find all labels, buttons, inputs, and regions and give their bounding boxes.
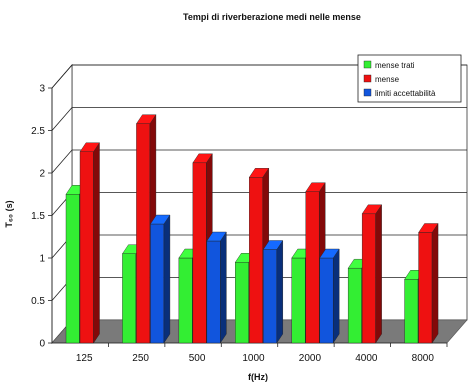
x-tick-label: 2000 xyxy=(299,353,322,364)
bar-front xyxy=(263,249,277,344)
y-tick-label: 1 xyxy=(39,254,45,265)
chart-title: Tempi di riverberazione medi nelle mense xyxy=(183,12,361,22)
legend-swatch xyxy=(363,60,372,69)
y-axis-ticks: 0 0.5 1 1.5 2 2.5 3 xyxy=(31,84,52,350)
y-tick-label: 2 xyxy=(39,169,45,180)
bar-top xyxy=(319,248,340,259)
y-tick-label: 2.5 xyxy=(31,126,45,137)
y-tick-label: 0 xyxy=(39,339,45,350)
bars xyxy=(65,114,439,344)
bar-front xyxy=(150,223,165,344)
bar xyxy=(262,239,284,344)
bar-front xyxy=(178,257,193,344)
bar xyxy=(79,142,100,344)
bar-side xyxy=(333,248,340,344)
bar-side xyxy=(276,239,283,344)
bar-top xyxy=(192,153,213,164)
bar-top xyxy=(150,214,171,225)
y-tick-label: 0.5 xyxy=(31,296,45,307)
bar xyxy=(418,222,439,344)
x-tick-label: 1000 xyxy=(242,353,265,364)
y-tick-label: 1.5 xyxy=(31,211,45,222)
bar-side xyxy=(93,142,100,344)
bar-side xyxy=(220,231,227,344)
bar-front xyxy=(235,262,249,344)
legend-label: mense xyxy=(375,75,400,84)
gridline xyxy=(51,149,467,174)
gridline xyxy=(51,107,467,131)
bar-top xyxy=(248,168,270,178)
bar-front xyxy=(404,279,419,344)
x-tick-label: 250 xyxy=(132,353,149,364)
x-axis-label: f(Hz) xyxy=(248,372,268,382)
bar-side xyxy=(431,222,439,344)
bar xyxy=(319,248,340,344)
bar-top xyxy=(79,142,100,152)
bar xyxy=(150,214,171,344)
bar-front xyxy=(136,123,151,344)
bar-front xyxy=(249,177,263,344)
bar-top xyxy=(136,114,157,124)
bar-side xyxy=(163,214,171,344)
x-tick-label: 125 xyxy=(76,353,93,364)
bar-front xyxy=(122,253,137,344)
bar-top xyxy=(361,204,383,215)
x-axis-ticks: 125 250 500 1000 2000 4000 8000 xyxy=(76,343,448,364)
bar-front xyxy=(418,232,433,344)
x-tick-label: 4000 xyxy=(355,353,378,364)
bar xyxy=(206,231,227,344)
legend-label: limiti accettabilità xyxy=(375,89,436,98)
bar-top xyxy=(262,240,284,250)
bar-top xyxy=(206,231,227,242)
legend-box xyxy=(357,54,462,103)
bar-front xyxy=(347,268,362,344)
legend: mense trati mense limiti accettabilità xyxy=(357,54,462,103)
bar-front xyxy=(192,162,207,344)
bar-front xyxy=(291,257,306,344)
y-axis-label: T₆₀ (s) xyxy=(4,200,14,227)
bar-side xyxy=(375,204,382,344)
gridline xyxy=(51,64,467,89)
bar-top xyxy=(418,223,439,233)
bar-front xyxy=(79,151,94,344)
legend-label: mense trati xyxy=(375,61,415,70)
bar xyxy=(361,204,383,344)
x-tick-label: 500 xyxy=(189,353,206,364)
bar-front xyxy=(65,194,80,344)
bar-front xyxy=(305,191,320,344)
legend-swatch xyxy=(363,88,372,97)
bar-top xyxy=(305,182,326,192)
legend-swatch xyxy=(363,74,372,83)
x-tick-label: 8000 xyxy=(412,353,435,364)
y-tick-label: 3 xyxy=(39,84,45,95)
bar-front xyxy=(206,240,221,344)
bar-front xyxy=(319,257,334,344)
bar-front xyxy=(361,213,376,344)
